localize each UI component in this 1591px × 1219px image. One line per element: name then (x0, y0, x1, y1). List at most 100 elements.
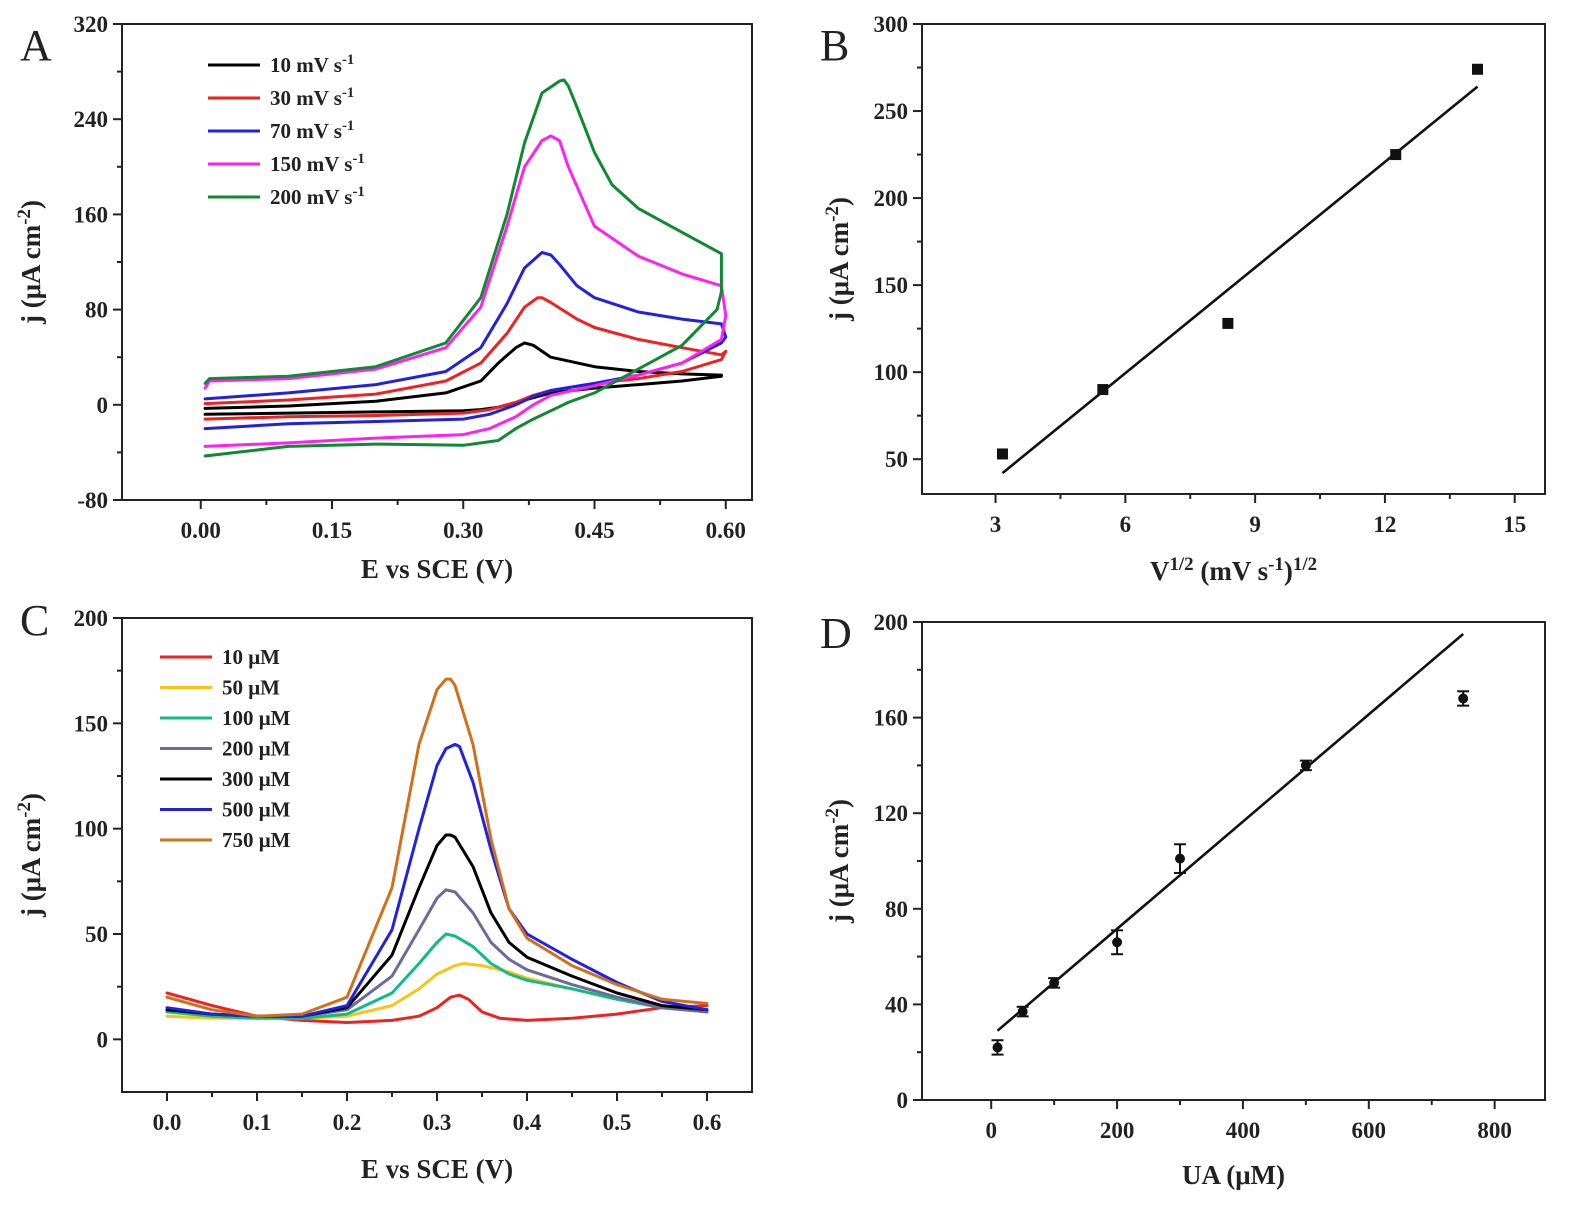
series-line (165, 677, 709, 1018)
legend-label: 10 μM (222, 645, 280, 669)
series-line (203, 134, 728, 448)
y-tick-label: -80 (77, 488, 108, 513)
y-axis-title: j (μA cm-2) (14, 200, 47, 325)
y-axis-title: j (μA cm-2) (822, 197, 855, 322)
x-tick-label: 0.45 (574, 518, 614, 543)
x-tick-label: 0.3 (423, 1110, 452, 1135)
x-tick-label: 0.4 (513, 1110, 542, 1135)
series-line (203, 78, 723, 458)
legend-label: 100 μM (222, 706, 291, 730)
x-axis-title: V1/2 (mV s-1)1/2 (1150, 554, 1317, 587)
data-point (1017, 1006, 1028, 1017)
x-tick-label: 6 (1120, 512, 1132, 537)
plot-data (203, 78, 728, 458)
y-tick-label: 80 (885, 897, 908, 922)
panel-letter: C (20, 596, 49, 645)
y-tick-label: 40 (885, 992, 908, 1017)
series-line (165, 932, 709, 1020)
data-point (1097, 384, 1109, 396)
legend-label: 500 μM (222, 798, 291, 822)
data-point (1222, 317, 1234, 329)
y-tick-label: 120 (874, 801, 909, 826)
x-tick-label: 0.15 (312, 518, 352, 543)
y-tick-label: 250 (874, 99, 909, 124)
x-tick-label: 0.2 (333, 1110, 362, 1135)
legend-label: 300 μM (222, 767, 291, 791)
y-tick-label: 300 (874, 12, 909, 37)
panel-b-current-vs-sqrt-scan-rate: B 3 6 9 12 15 50 100 150 200 250 300 V1/2 (mV s-1)1/… (820, 12, 1546, 587)
fit-line (996, 632, 1465, 1032)
data-point (1458, 693, 1469, 704)
panel-c-dpv-concentrations: C 0.0 0.1 0.2 0.3 0.4 0.5 0.6 0 50 100 150 200 E vs S… (14, 596, 753, 1184)
data-point (1049, 977, 1060, 988)
x-tick-label: 9 (1249, 512, 1261, 537)
legend-label: 10 mV s-1 (270, 52, 354, 77)
y-tick-label: 150 (74, 711, 109, 736)
y-axis-title: j (μA cm-2) (14, 793, 47, 918)
legend-label: 50 μM (222, 676, 280, 700)
y-tick-label: 200 (874, 186, 909, 211)
x-axis-title: UA (μM) (1182, 1160, 1285, 1190)
data-point (1175, 853, 1186, 864)
y-tick-label: 100 (874, 360, 909, 385)
x-axis-title: E vs SCE (V) (361, 554, 513, 584)
legend-label: 150 mV s-1 (270, 151, 365, 176)
x-tick-label: 15 (1503, 512, 1526, 537)
x-tick-label: 800 (1477, 1118, 1512, 1143)
panel-letter: A (20, 21, 52, 70)
panel-a-cyclic-voltammetry-scan-rates: A 0.00 0.15 0.30 0.45 0.60 -80 0 80 160 240 320 E vs… (14, 12, 753, 584)
legend-label: 30 mV s-1 (270, 85, 354, 110)
y-tick-label: 320 (74, 12, 109, 37)
y-tick-label: 200 (74, 606, 109, 631)
x-tick-label: 400 (1226, 1118, 1261, 1143)
data-point (1112, 937, 1123, 948)
panel-d-calibration-uric-acid: D 0 200 400 600 800 0 40 80 120 160 200 UA (μM) j (μA… (820, 609, 1546, 1190)
series-line (165, 742, 709, 1018)
legend-label: 750 μM (222, 828, 291, 852)
plot-data (991, 632, 1470, 1056)
plot-frame (921, 621, 1546, 1101)
legend-label: 70 mV s-1 (270, 118, 354, 143)
x-tick-label: 200 (1100, 1118, 1135, 1143)
panel-letter: B (820, 21, 849, 70)
y-tick-label: 160 (874, 706, 909, 731)
data-point (1390, 149, 1402, 161)
data-point (1300, 760, 1311, 771)
x-tick-label: 600 (1352, 1118, 1387, 1143)
fit-line (1001, 85, 1479, 475)
x-tick-label: 0.6 (693, 1110, 722, 1135)
y-tick-label: 80 (85, 298, 108, 323)
y-tick-label: 0 (897, 1088, 909, 1113)
plot-frame (921, 23, 1546, 495)
y-tick-label: 160 (74, 202, 109, 227)
y-tick-label: 0 (97, 1027, 109, 1052)
x-tick-label: 0.1 (243, 1110, 272, 1135)
x-tick-label: 0 (985, 1118, 997, 1143)
panel-letter: D (820, 609, 852, 658)
plot-data (996, 63, 1484, 475)
legend: 10 mV s-1 30 mV s-1 70 mV s-1 150 mV s-1 200… (208, 52, 365, 209)
x-tick-label: 0.5 (603, 1110, 632, 1135)
x-tick-label: 12 (1373, 512, 1396, 537)
series-line (165, 888, 709, 1018)
x-tick-label: 0.0 (153, 1110, 182, 1135)
series-line (203, 251, 728, 431)
y-tick-label: 100 (74, 817, 109, 842)
y-tick-label: 150 (874, 273, 909, 298)
x-axis-title: E vs SCE (V) (361, 1154, 513, 1184)
legend: 10 μM 50 μM 100 μM 200 μM 300 μM 500 μM 750 μM (160, 645, 291, 852)
y-tick-label: 0 (97, 393, 109, 418)
plot-data (165, 677, 709, 1024)
legend-label: 200 μM (222, 737, 291, 761)
data-point (992, 1042, 1003, 1053)
y-tick-label: 50 (885, 447, 908, 472)
x-tick-label: 0.30 (443, 518, 483, 543)
data-point (996, 448, 1008, 460)
y-tick-label: 240 (74, 107, 109, 132)
data-point (1472, 63, 1484, 75)
legend-label: 200 mV s-1 (270, 184, 365, 209)
y-tick-label: 200 (874, 610, 909, 635)
x-tick-label: 0.60 (706, 518, 746, 543)
x-tick-label: 0.00 (181, 518, 221, 543)
